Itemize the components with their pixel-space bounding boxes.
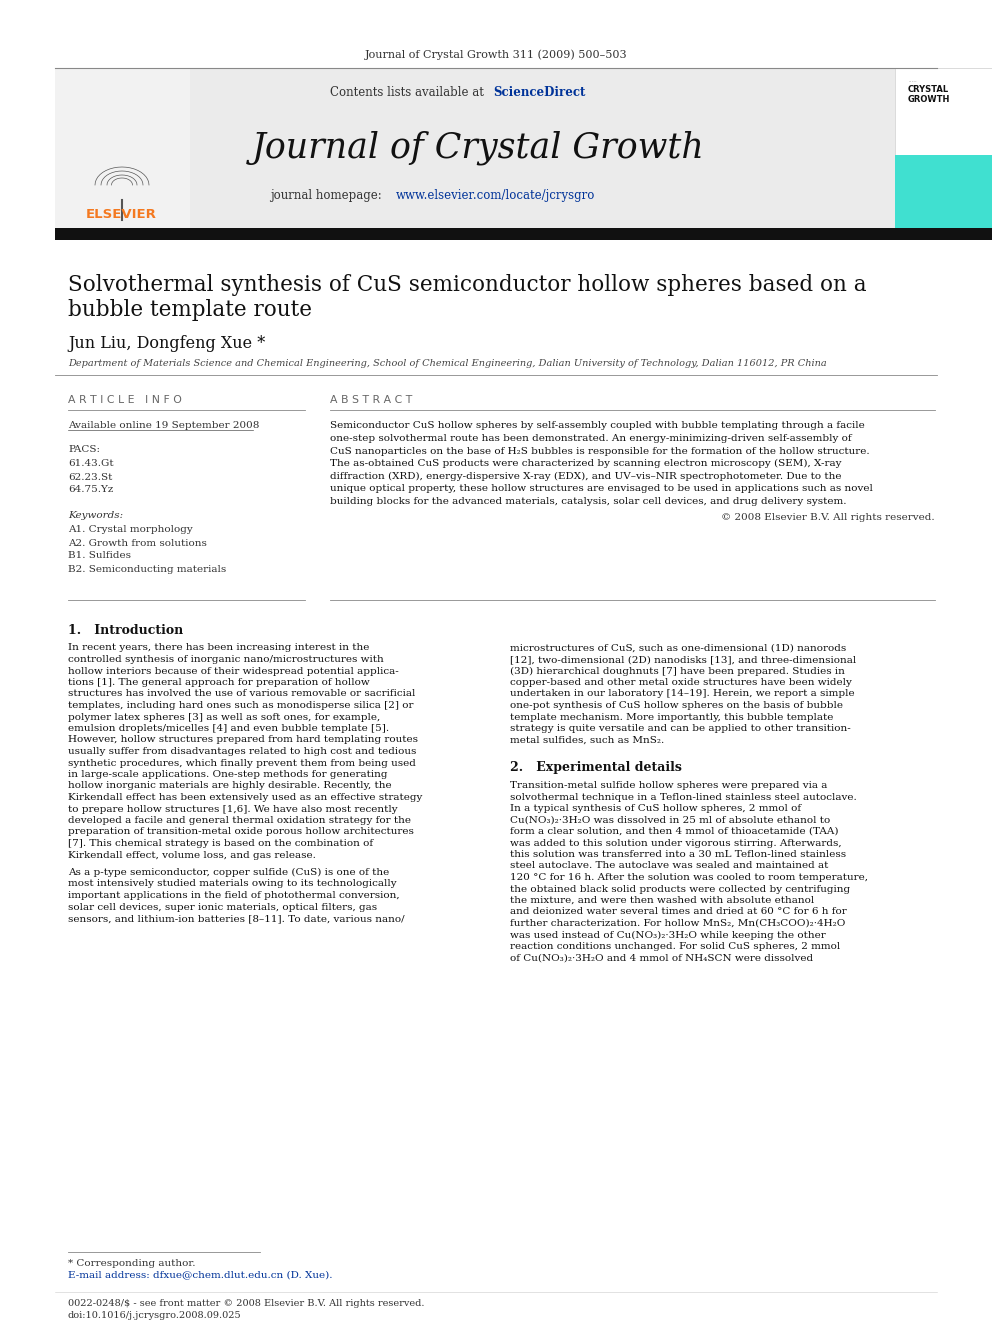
Text: templates, including hard ones such as monodisperse silica [2] or: templates, including hard ones such as m…: [68, 701, 414, 710]
Text: strategy is quite versatile and can be applied to other transition-: strategy is quite versatile and can be a…: [510, 724, 851, 733]
Text: Transition-metal sulfide hollow spheres were prepared via a: Transition-metal sulfide hollow spheres …: [510, 781, 827, 790]
Text: diffraction (XRD), energy-dispersive X-ray (EDX), and UV–vis–NIR spectrophotomet: diffraction (XRD), energy-dispersive X-r…: [330, 471, 841, 480]
Text: ScienceDirect: ScienceDirect: [493, 86, 585, 98]
Text: doi:10.1016/j.jcrysgro.2008.09.025: doi:10.1016/j.jcrysgro.2008.09.025: [68, 1311, 242, 1319]
Text: most intensively studied materials owing to its technologically: most intensively studied materials owing…: [68, 880, 397, 889]
Text: synthetic procedures, which finally prevent them from being used: synthetic procedures, which finally prev…: [68, 758, 416, 767]
Text: Keywords:: Keywords:: [68, 512, 123, 520]
Bar: [55, 228, 992, 239]
Text: Contents lists available at: Contents lists available at: [330, 86, 488, 98]
Bar: [895, 67, 992, 155]
Text: 0022-0248/$ - see front matter © 2008 Elsevier B.V. All rights reserved.: 0022-0248/$ - see front matter © 2008 El…: [68, 1298, 425, 1307]
Text: E-mail address: dfxue@chem.dlut.edu.cn (D. Xue).: E-mail address: dfxue@chem.dlut.edu.cn (…: [68, 1270, 332, 1279]
Text: journal homepage:: journal homepage:: [270, 188, 386, 201]
Text: 64.75.Yz: 64.75.Yz: [68, 486, 113, 495]
Text: © 2008 Elsevier B.V. All rights reserved.: © 2008 Elsevier B.V. All rights reserved…: [721, 513, 935, 523]
Text: form a clear solution, and then 4 mmol of thioacetamide (TAA): form a clear solution, and then 4 mmol o…: [510, 827, 838, 836]
Text: tions [1]. The general approach for preparation of hollow: tions [1]. The general approach for prep…: [68, 677, 370, 687]
Text: A2. Growth from solutions: A2. Growth from solutions: [68, 538, 207, 548]
Text: CRYSTAL: CRYSTAL: [908, 86, 949, 94]
Text: was added to this solution under vigorous stirring. Afterwards,: was added to this solution under vigorou…: [510, 839, 841, 848]
Text: preparation of transition-metal oxide porous hollow architectures: preparation of transition-metal oxide po…: [68, 827, 414, 836]
Text: Journal of Crystal Growth: Journal of Crystal Growth: [252, 131, 704, 165]
Bar: [55, 67, 895, 228]
Text: A B S T R A C T: A B S T R A C T: [330, 396, 413, 405]
Bar: [55, 67, 190, 228]
Text: ·····: ·····: [908, 79, 917, 85]
Text: Solvothermal synthesis of CuS semiconductor hollow spheres based on a: Solvothermal synthesis of CuS semiconduc…: [68, 274, 867, 296]
Text: microstructures of CuS, such as one-dimensional (1D) nanorods: microstructures of CuS, such as one-dime…: [510, 643, 846, 652]
Text: was used instead of Cu(NO₃)₂·3H₂O while keeping the other: was used instead of Cu(NO₃)₂·3H₂O while …: [510, 930, 825, 939]
Text: to prepare hollow structures [1,6]. We have also most recently: to prepare hollow structures [1,6]. We h…: [68, 804, 398, 814]
Text: 61.43.Gt: 61.43.Gt: [68, 459, 114, 468]
Text: In recent years, there has been increasing interest in the: In recent years, there has been increasi…: [68, 643, 369, 652]
Text: the mixture, and were then washed with absolute ethanol: the mixture, and were then washed with a…: [510, 896, 814, 905]
Text: Kirkendall effect has been extensively used as an effective strategy: Kirkendall effect has been extensively u…: [68, 792, 423, 802]
Text: [12], two-dimensional (2D) nanodisks [13], and three-dimensional: [12], two-dimensional (2D) nanodisks [13…: [510, 655, 856, 664]
Text: B2. Semiconducting materials: B2. Semiconducting materials: [68, 565, 226, 573]
Text: steel autoclave. The autoclave was sealed and maintained at: steel autoclave. The autoclave was seale…: [510, 861, 828, 871]
Text: 1.   Introduction: 1. Introduction: [68, 623, 184, 636]
Text: A R T I C L E   I N F O: A R T I C L E I N F O: [68, 396, 182, 405]
Text: GROWTH: GROWTH: [908, 95, 950, 105]
Text: Semiconductor CuS hollow spheres by self-assembly coupled with bubble templating: Semiconductor CuS hollow spheres by self…: [330, 422, 865, 430]
Text: Jun Liu, Dongfeng Xue *: Jun Liu, Dongfeng Xue *: [68, 335, 265, 352]
Text: The as-obtained CuS products were characterized by scanning electron microscopy : The as-obtained CuS products were charac…: [330, 459, 841, 468]
Text: metal sulfides, such as MnS₂.: metal sulfides, such as MnS₂.: [510, 736, 665, 745]
Text: * Corresponding author.: * Corresponding author.: [68, 1258, 195, 1267]
Text: the obtained black solid products were collected by centrifuging: the obtained black solid products were c…: [510, 885, 850, 893]
Text: However, hollow structures prepared from hard templating routes: However, hollow structures prepared from…: [68, 736, 418, 745]
Text: undertaken in our laboratory [14–19]. Herein, we report a simple: undertaken in our laboratory [14–19]. He…: [510, 689, 855, 699]
Text: Department of Materials Science and Chemical Engineering, School of Chemical Eng: Department of Materials Science and Chem…: [68, 359, 826, 368]
Text: hollow inorganic materials are highly desirable. Recently, the: hollow inorganic materials are highly de…: [68, 782, 392, 791]
Bar: [895, 155, 992, 228]
Text: CuS nanoparticles on the base of H₂S bubbles is responsible for the formation of: CuS nanoparticles on the base of H₂S bub…: [330, 446, 870, 455]
Text: (3D) hierarchical doughnuts [7] have been prepared. Studies in: (3D) hierarchical doughnuts [7] have bee…: [510, 667, 845, 676]
Text: 62.23.St: 62.23.St: [68, 472, 112, 482]
Text: and deionized water several times and dried at 60 °C for 6 h for: and deionized water several times and dr…: [510, 908, 847, 917]
Text: building blocks for the advanced materials, catalysis, solar cell devices, and d: building blocks for the advanced materia…: [330, 496, 846, 505]
Text: polymer latex spheres [3] as well as soft ones, for example,: polymer latex spheres [3] as well as sof…: [68, 713, 380, 721]
Text: in large-scale applications. One-step methods for generating: in large-scale applications. One-step me…: [68, 770, 388, 779]
Text: 120 °C for 16 h. After the solution was cooled to room temperature,: 120 °C for 16 h. After the solution was …: [510, 873, 868, 882]
Text: As a p-type semiconductor, copper sulfide (CuS) is one of the: As a p-type semiconductor, copper sulfid…: [68, 868, 389, 877]
Text: structures has involved the use of various removable or sacrificial: structures has involved the use of vario…: [68, 689, 416, 699]
Text: usually suffer from disadvantages related to high cost and tedious: usually suffer from disadvantages relate…: [68, 747, 417, 755]
Text: www.elsevier.com/locate/jcrysgro: www.elsevier.com/locate/jcrysgro: [396, 188, 595, 201]
Text: Kirkendall effect, volume loss, and gas release.: Kirkendall effect, volume loss, and gas …: [68, 851, 315, 860]
Text: ELSEVIER: ELSEVIER: [85, 209, 157, 221]
Text: this solution was transferred into a 30 mL Teflon-lined stainless: this solution was transferred into a 30 …: [510, 849, 846, 859]
Text: In a typical synthesis of CuS hollow spheres, 2 mmol of: In a typical synthesis of CuS hollow sph…: [510, 804, 802, 814]
Text: controlled synthesis of inorganic nano/microstructures with: controlled synthesis of inorganic nano/m…: [68, 655, 384, 664]
Text: important applications in the field of photothermal conversion,: important applications in the field of p…: [68, 890, 400, 900]
Text: Journal of Crystal Growth 311 (2009) 500–503: Journal of Crystal Growth 311 (2009) 500…: [365, 50, 627, 61]
Text: emulsion droplets/micelles [4] and even bubble template [5].: emulsion droplets/micelles [4] and even …: [68, 724, 389, 733]
Text: reaction conditions unchanged. For solid CuS spheres, 2 mmol: reaction conditions unchanged. For solid…: [510, 942, 840, 951]
Text: of Cu(NO₃)₂·3H₂O and 4 mmol of NH₄SCN were dissolved: of Cu(NO₃)₂·3H₂O and 4 mmol of NH₄SCN we…: [510, 954, 813, 963]
Text: bubble template route: bubble template route: [68, 299, 312, 321]
Text: PACS:: PACS:: [68, 446, 100, 455]
Text: solar cell devices, super ionic materials, optical filters, gas: solar cell devices, super ionic material…: [68, 902, 377, 912]
Text: one-pot synthesis of CuS hollow spheres on the basis of bubble: one-pot synthesis of CuS hollow spheres …: [510, 701, 843, 710]
Text: one-step solvothermal route has been demonstrated. An energy-minimizing-driven s: one-step solvothermal route has been dem…: [330, 434, 851, 443]
Text: developed a facile and general thermal oxidation strategy for the: developed a facile and general thermal o…: [68, 816, 411, 826]
Text: Cu(NO₃)₂·3H₂O was dissolved in 25 ml of absolute ethanol to: Cu(NO₃)₂·3H₂O was dissolved in 25 ml of …: [510, 815, 830, 824]
Text: hollow interiors because of their widespread potential applica-: hollow interiors because of their widesp…: [68, 667, 399, 676]
Text: A1. Crystal morphology: A1. Crystal morphology: [68, 525, 192, 534]
Text: further characterization. For hollow MnS₂, Mn(CH₃COO)₂·4H₂O: further characterization. For hollow MnS…: [510, 919, 845, 927]
Text: 2.   Experimental details: 2. Experimental details: [510, 761, 682, 774]
Text: template mechanism. More importantly, this bubble template: template mechanism. More importantly, th…: [510, 713, 833, 721]
Text: Available online 19 September 2008: Available online 19 September 2008: [68, 422, 259, 430]
Text: B1. Sulfides: B1. Sulfides: [68, 552, 131, 561]
Text: solvothermal technique in a Teflon-lined stainless steel autoclave.: solvothermal technique in a Teflon-lined…: [510, 792, 857, 802]
Text: [7]. This chemical strategy is based on the combination of: [7]. This chemical strategy is based on …: [68, 839, 373, 848]
Text: copper-based and other metal oxide structures have been widely: copper-based and other metal oxide struc…: [510, 677, 852, 687]
Text: sensors, and lithium-ion batteries [8–11]. To date, various nano/: sensors, and lithium-ion batteries [8–11…: [68, 914, 405, 923]
Text: unique optical property, these hollow structures are envisaged to be used in app: unique optical property, these hollow st…: [330, 484, 873, 493]
